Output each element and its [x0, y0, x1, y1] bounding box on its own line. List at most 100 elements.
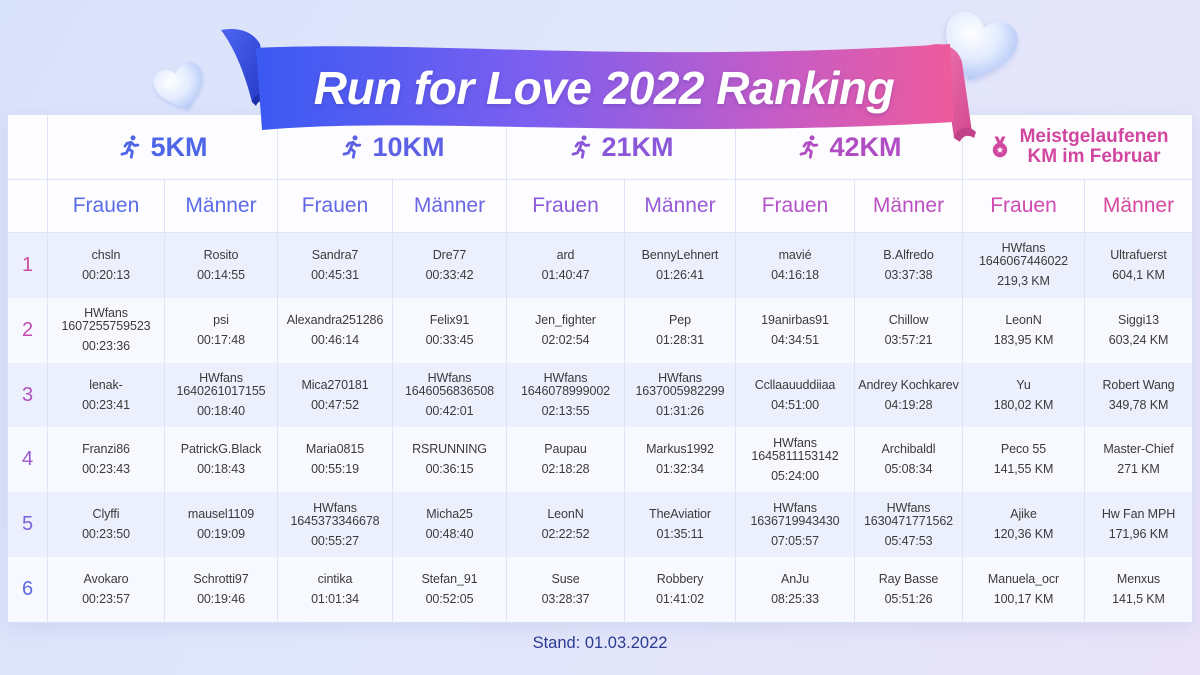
- subheader-frauen: Frauen: [736, 180, 855, 233]
- athlete-name: HWfans: [84, 306, 128, 321]
- athlete-id: 1636719943430: [750, 513, 840, 528]
- athlete-name: Archibaldl: [881, 442, 936, 457]
- athlete-name: Menxus: [1116, 572, 1161, 587]
- athlete-id: 1646078999002: [520, 384, 611, 399]
- result-time: 01:01:34: [311, 592, 359, 607]
- runner-icon: [117, 134, 143, 160]
- athlete-name: Dre77: [432, 247, 467, 262]
- result-time: 01:32:34: [656, 462, 704, 477]
- result-cell: HWfans 1645811153142 05:24:00: [736, 427, 855, 493]
- result-cell: cintika 01:01:34: [278, 557, 393, 622]
- category-header: Meistgelaufenen KM im Februar: [963, 115, 1192, 180]
- result-cell: Schrotti97 00:19:46: [165, 557, 278, 622]
- athlete-id: 1637005982299: [635, 384, 725, 399]
- result-time: 00:18:43: [197, 462, 245, 477]
- result-time: 00:47:52: [311, 397, 359, 412]
- result-distance: 171,96 KM: [1108, 527, 1169, 542]
- result-cell: Avokaro 00:23:57: [48, 557, 165, 622]
- category-label: 10KM: [372, 131, 445, 162]
- result-distance: 349,78 KM: [1108, 397, 1169, 412]
- heart-left-icon: [153, 62, 203, 109]
- result-time: 02:02:54: [541, 332, 590, 347]
- result-cell: Micha25 00:48:40: [393, 492, 507, 558]
- result-time: 00:46:14: [311, 332, 359, 347]
- athlete-name: HWfans: [313, 500, 357, 515]
- athlete-name: LeonN: [547, 507, 584, 522]
- result-cell: HWfans 1637005982299 01:31:26: [625, 362, 736, 428]
- result-time: 00:17:48: [197, 332, 245, 347]
- result-cell: Manuela_ocr 100,17 KM: [963, 557, 1085, 622]
- category-label: 42KM: [829, 131, 902, 162]
- result-time: 00:23:57: [82, 592, 130, 607]
- result-time: 00:55:27: [311, 533, 359, 548]
- subheader-frauen: Frauen: [963, 180, 1085, 233]
- result-cell: Mica270181 00:47:52: [278, 362, 393, 428]
- result-cell: Robert Wang 349,78 KM: [1085, 362, 1192, 428]
- result-distance: 604,1 KM: [1112, 267, 1165, 282]
- athlete-name: Schrotti97: [193, 572, 249, 587]
- category-label-line: KM im Februar: [1027, 146, 1161, 167]
- result-cell: HWfans 1636719943430 07:05:57: [736, 492, 855, 558]
- athlete-name: 19anirbas91: [761, 312, 829, 327]
- result-cell: Menxus 141,5 KM: [1085, 557, 1192, 622]
- result-cell: Chillow 03:57:21: [855, 297, 963, 363]
- athlete-name: Robbery: [656, 572, 704, 587]
- result-cell: Alexandra251286 00:46:14: [278, 297, 393, 363]
- athlete-name: Yu: [1016, 377, 1031, 392]
- athlete-name: HWfans: [773, 500, 817, 515]
- result-cell: Pep 01:28:31: [625, 297, 736, 363]
- result-time: 08:25:33: [771, 592, 819, 607]
- athlete-name: Alexandra251286: [286, 312, 384, 327]
- result-cell: Peco 55 141,55 KM: [963, 427, 1085, 493]
- result-time: 00:36:15: [425, 462, 474, 477]
- category-header: 5KM: [48, 115, 278, 180]
- result-cell: ard 01:40:47: [507, 233, 625, 298]
- athlete-name: Master-Chief: [1103, 442, 1174, 457]
- result-time: 00:19:46: [197, 592, 245, 607]
- runner-icon: [796, 134, 822, 160]
- result-cell: TheAviatior 01:35:11: [625, 492, 736, 558]
- athlete-name: Andrey Kochkarev: [858, 377, 959, 392]
- result-time: 05:47:53: [884, 533, 933, 548]
- rank-number: 6: [8, 557, 48, 622]
- result-cell: 19anirbas91 04:34:51: [736, 297, 855, 363]
- athlete-name: RSRUNNING: [412, 442, 487, 457]
- athlete-name: HWfans: [773, 435, 817, 450]
- athlete-id: 1646067446022: [978, 254, 1069, 269]
- result-cell: AnJu 08:25:33: [736, 557, 855, 622]
- result-time: 04:19:28: [884, 397, 933, 412]
- result-time: 05:08:34: [884, 462, 933, 477]
- athlete-name: Rosito: [203, 247, 239, 262]
- runner-icon: [568, 134, 594, 160]
- athlete-name: HWfans: [1001, 241, 1046, 256]
- subheader-maenner: Männer: [165, 180, 278, 233]
- athlete-name: HWfans: [543, 371, 588, 386]
- athlete-name: AnJu: [780, 572, 810, 587]
- result-time: 01:31:26: [656, 404, 704, 419]
- athlete-name: ard: [556, 247, 575, 262]
- category-header: 10KM: [278, 115, 507, 180]
- athlete-name: Stefan_91: [421, 572, 478, 587]
- result-cell: Markus1992 01:32:34: [625, 427, 736, 493]
- result-time: 01:35:11: [656, 527, 704, 542]
- athlete-name: Ccllaauuddiiaa: [754, 377, 836, 392]
- athlete-name: Ajike: [1010, 507, 1037, 522]
- result-cell: HWfans 1607255759523 00:23:36: [48, 297, 165, 363]
- athlete-name: Sandra7: [311, 247, 359, 262]
- result-cell: mavié 04:16:18: [736, 233, 855, 298]
- result-time: 01:26:41: [656, 267, 704, 282]
- result-time: 00:55:19: [311, 462, 359, 477]
- result-time: 02:18:28: [541, 462, 590, 477]
- category-header: 42KM: [736, 115, 963, 180]
- athlete-name: LeonN: [1005, 312, 1042, 327]
- result-time: 00:23:50: [82, 527, 130, 542]
- athlete-name: Peco 55: [1000, 442, 1047, 457]
- category-header: 21KM: [507, 115, 736, 180]
- result-time: 01:41:02: [656, 592, 704, 607]
- athlete-id: 1646056836508: [404, 384, 495, 399]
- result-cell: Suse 03:28:37: [507, 557, 625, 622]
- result-cell: Franzi86 00:23:43: [48, 427, 165, 493]
- athlete-id: 1645811153142: [751, 448, 839, 463]
- result-time: 03:37:38: [884, 267, 933, 282]
- result-distance: 120,36 KM: [993, 527, 1054, 542]
